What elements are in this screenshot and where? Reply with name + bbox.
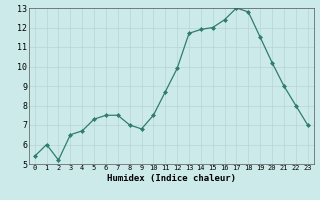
X-axis label: Humidex (Indice chaleur): Humidex (Indice chaleur) xyxy=(107,174,236,183)
